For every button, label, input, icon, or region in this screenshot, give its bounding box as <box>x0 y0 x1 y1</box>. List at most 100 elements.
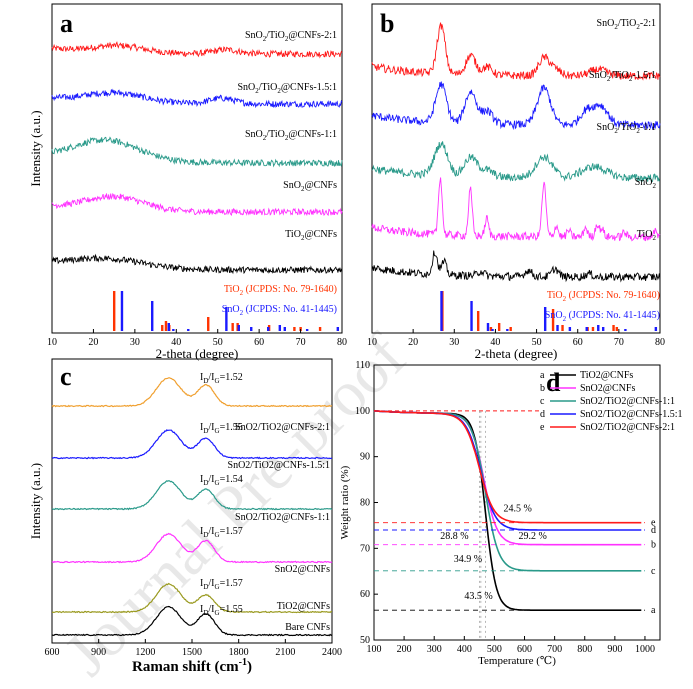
panel-b-reference-stick <box>615 327 619 331</box>
panel-b-series-label: SnO2 <box>635 177 657 190</box>
panel-b-reference-stick <box>601 327 605 331</box>
panel-a-reference-stick <box>231 323 234 331</box>
panel-b-series-line <box>371 141 660 183</box>
panel-b-series-label: TiO2 <box>637 229 657 242</box>
panel-a-reference-stick <box>305 329 309 331</box>
panel-a-x-tick-label: 10 <box>47 337 57 348</box>
panel-d-series-key: d <box>651 525 656 536</box>
panel-c-series-line <box>51 605 333 637</box>
panel-c-series-label: SnO2/TiO2@CNFs-2:1 <box>235 422 330 433</box>
panel-a-series-line <box>51 192 343 217</box>
panel-b-x-tick-label: 60 <box>573 337 583 348</box>
panel-b-reference-stick <box>591 327 595 331</box>
panel-b-reference-stick <box>497 323 501 331</box>
panel-a-series-label: SnO2@CNFs <box>283 180 337 193</box>
panel-a-x-tick-label: 50 <box>213 337 223 348</box>
panel-d-y-tick-label: 70 <box>360 543 370 554</box>
panel-b-x-tick-label: 10 <box>367 337 377 348</box>
panel-d-x-tick-label: 300 <box>427 644 442 655</box>
panel-d-x-tick-label: 500 <box>487 644 502 655</box>
panel-b-series-line <box>372 250 661 283</box>
panel-a-reference-stick <box>283 327 286 331</box>
panel-a-x-axis-title: 2-theta (degree) <box>156 346 239 361</box>
panel-c-ratio-label: ID/IG=1.55 <box>200 604 243 617</box>
panel-d-x-tick-label: 900 <box>607 644 622 655</box>
panel-a-series-line <box>51 253 343 275</box>
panel-d-y-tick-label: 50 <box>360 635 370 646</box>
panel-a-reference-stick <box>164 321 168 331</box>
panel-d-x-tick-label: 400 <box>457 644 472 655</box>
panel-b-plot-frame <box>371 3 661 334</box>
panel-b-series-line <box>371 177 661 242</box>
panel-b-reference-stick <box>551 309 555 331</box>
panel-c-series-line <box>51 429 333 460</box>
panel-a-reference-stick <box>207 317 210 331</box>
panel-d-letter: d <box>546 368 561 397</box>
panel-a-letter: a <box>60 9 73 38</box>
panel-d-series-key: c <box>651 566 656 577</box>
panel-d-x-axis-title: Temperature (℃) <box>478 655 556 667</box>
panel-b-reference-stick <box>509 327 512 331</box>
panel-b-reference-stick <box>440 291 443 331</box>
panel-a-reference-stick <box>336 327 340 331</box>
panel-c-series-line <box>51 377 333 408</box>
panel-a-reference-stick <box>120 291 124 331</box>
panel-b-reference-stick <box>506 329 509 331</box>
panel-a-plot-frame <box>51 3 343 334</box>
panel-b-reference-stick <box>624 329 627 331</box>
panel-c-ratio-label: ID/IG=1.52 <box>200 372 243 385</box>
panel-b-reference-stick <box>486 323 490 331</box>
panel-c-letter: c <box>60 362 72 391</box>
panel-b-reference-stick <box>476 311 480 331</box>
panel-d-series-line <box>373 410 642 572</box>
panel-d-legend-key: c <box>540 396 545 407</box>
panel-a-series-line <box>51 41 343 59</box>
panel-a-reference-stick <box>151 301 154 331</box>
panel-d-legend-key: b <box>540 383 545 394</box>
panel-a-reference-stick <box>225 307 228 331</box>
panel-a-reference-stick <box>267 327 270 331</box>
panel-c-y-axis-title: Intensity (a.u.) <box>28 463 43 539</box>
panel-a-x-tick-label: 40 <box>171 337 181 348</box>
panel-b-x-tick-label: 70 <box>614 337 624 348</box>
panel-c-series-label: SnO2@CNFs <box>275 564 330 575</box>
panel-a-x-tick-label: 60 <box>254 337 264 348</box>
panel-b-x-tick-label: 50 <box>532 337 542 348</box>
panel-d-legend-label: SnO2/TiO2@CNFs-1:1 <box>580 396 675 407</box>
panel-d-x-tick-label: 1000 <box>635 644 655 655</box>
panel-a-reference-label: TiO2 (JCPDS: No. 79-1640) <box>224 284 337 297</box>
panel-c-x-tick-label: 2100 <box>275 647 295 658</box>
panel-b-x-tick-label: 30 <box>449 337 459 348</box>
panel-c: c ID/IG=1.52 SnO2/TiO2@CNFs-2:1 ID/IG=1.55 S… <box>28 358 342 675</box>
panel-d: 50 60 70 80 90 100 110 100 200 300 400 500 600 700 800… <box>339 360 682 667</box>
panel-d-legend-label: SnO2/TiO2@CNFs-1.5:1 <box>580 409 682 420</box>
panel-a-series-line <box>51 136 343 168</box>
panel-b-reference-stick <box>489 327 493 331</box>
panel-a-reference-stick <box>278 325 282 331</box>
panel-a-reference-stick <box>187 329 190 331</box>
panel-a-reference-stick <box>172 329 175 331</box>
panel-c-series-line <box>51 480 333 511</box>
panel-c-series-line <box>51 532 333 564</box>
panel-b: b SnO2/TiO2-2:1 SnO2/TiO2-1.5:1 SnO2/TiO2-1… <box>367 3 665 361</box>
panel-a-reference-stick <box>167 323 170 331</box>
panel-a-x-tick-label: 70 <box>296 337 306 348</box>
panel-c-x-tick-label: 1200 <box>135 647 155 658</box>
panel-c-x-tick-label: 1800 <box>229 647 249 658</box>
panel-b-reference-label: TiO2 (JCPDS: No. 79-1640) <box>547 290 660 303</box>
panel-d-annotation: 24.5 % <box>503 504 531 515</box>
panel-a-series-label: SnO2/TiO2@CNFs-1.5:1 <box>237 82 337 95</box>
panel-d-x-tick-label: 600 <box>517 644 532 655</box>
panel-b-reference-stick <box>597 325 600 331</box>
panel-d-legend-label: TiO2@CNFs <box>580 370 633 381</box>
panel-a-reference-stick <box>293 327 296 331</box>
panel-a-x-tick-label: 80 <box>337 337 347 348</box>
panel-c-series-label: Bare CNFs <box>285 622 330 633</box>
panel-d-x-tick-label: 800 <box>577 644 592 655</box>
panel-c-x-tick-label: 2400 <box>322 647 342 658</box>
panel-b-series-line <box>371 22 661 81</box>
panel-b-reference-stick <box>491 329 494 331</box>
panel-d-y-axis-title: Weight ratio (%) <box>339 465 351 539</box>
panel-d-x-tick-label: 700 <box>547 644 562 655</box>
